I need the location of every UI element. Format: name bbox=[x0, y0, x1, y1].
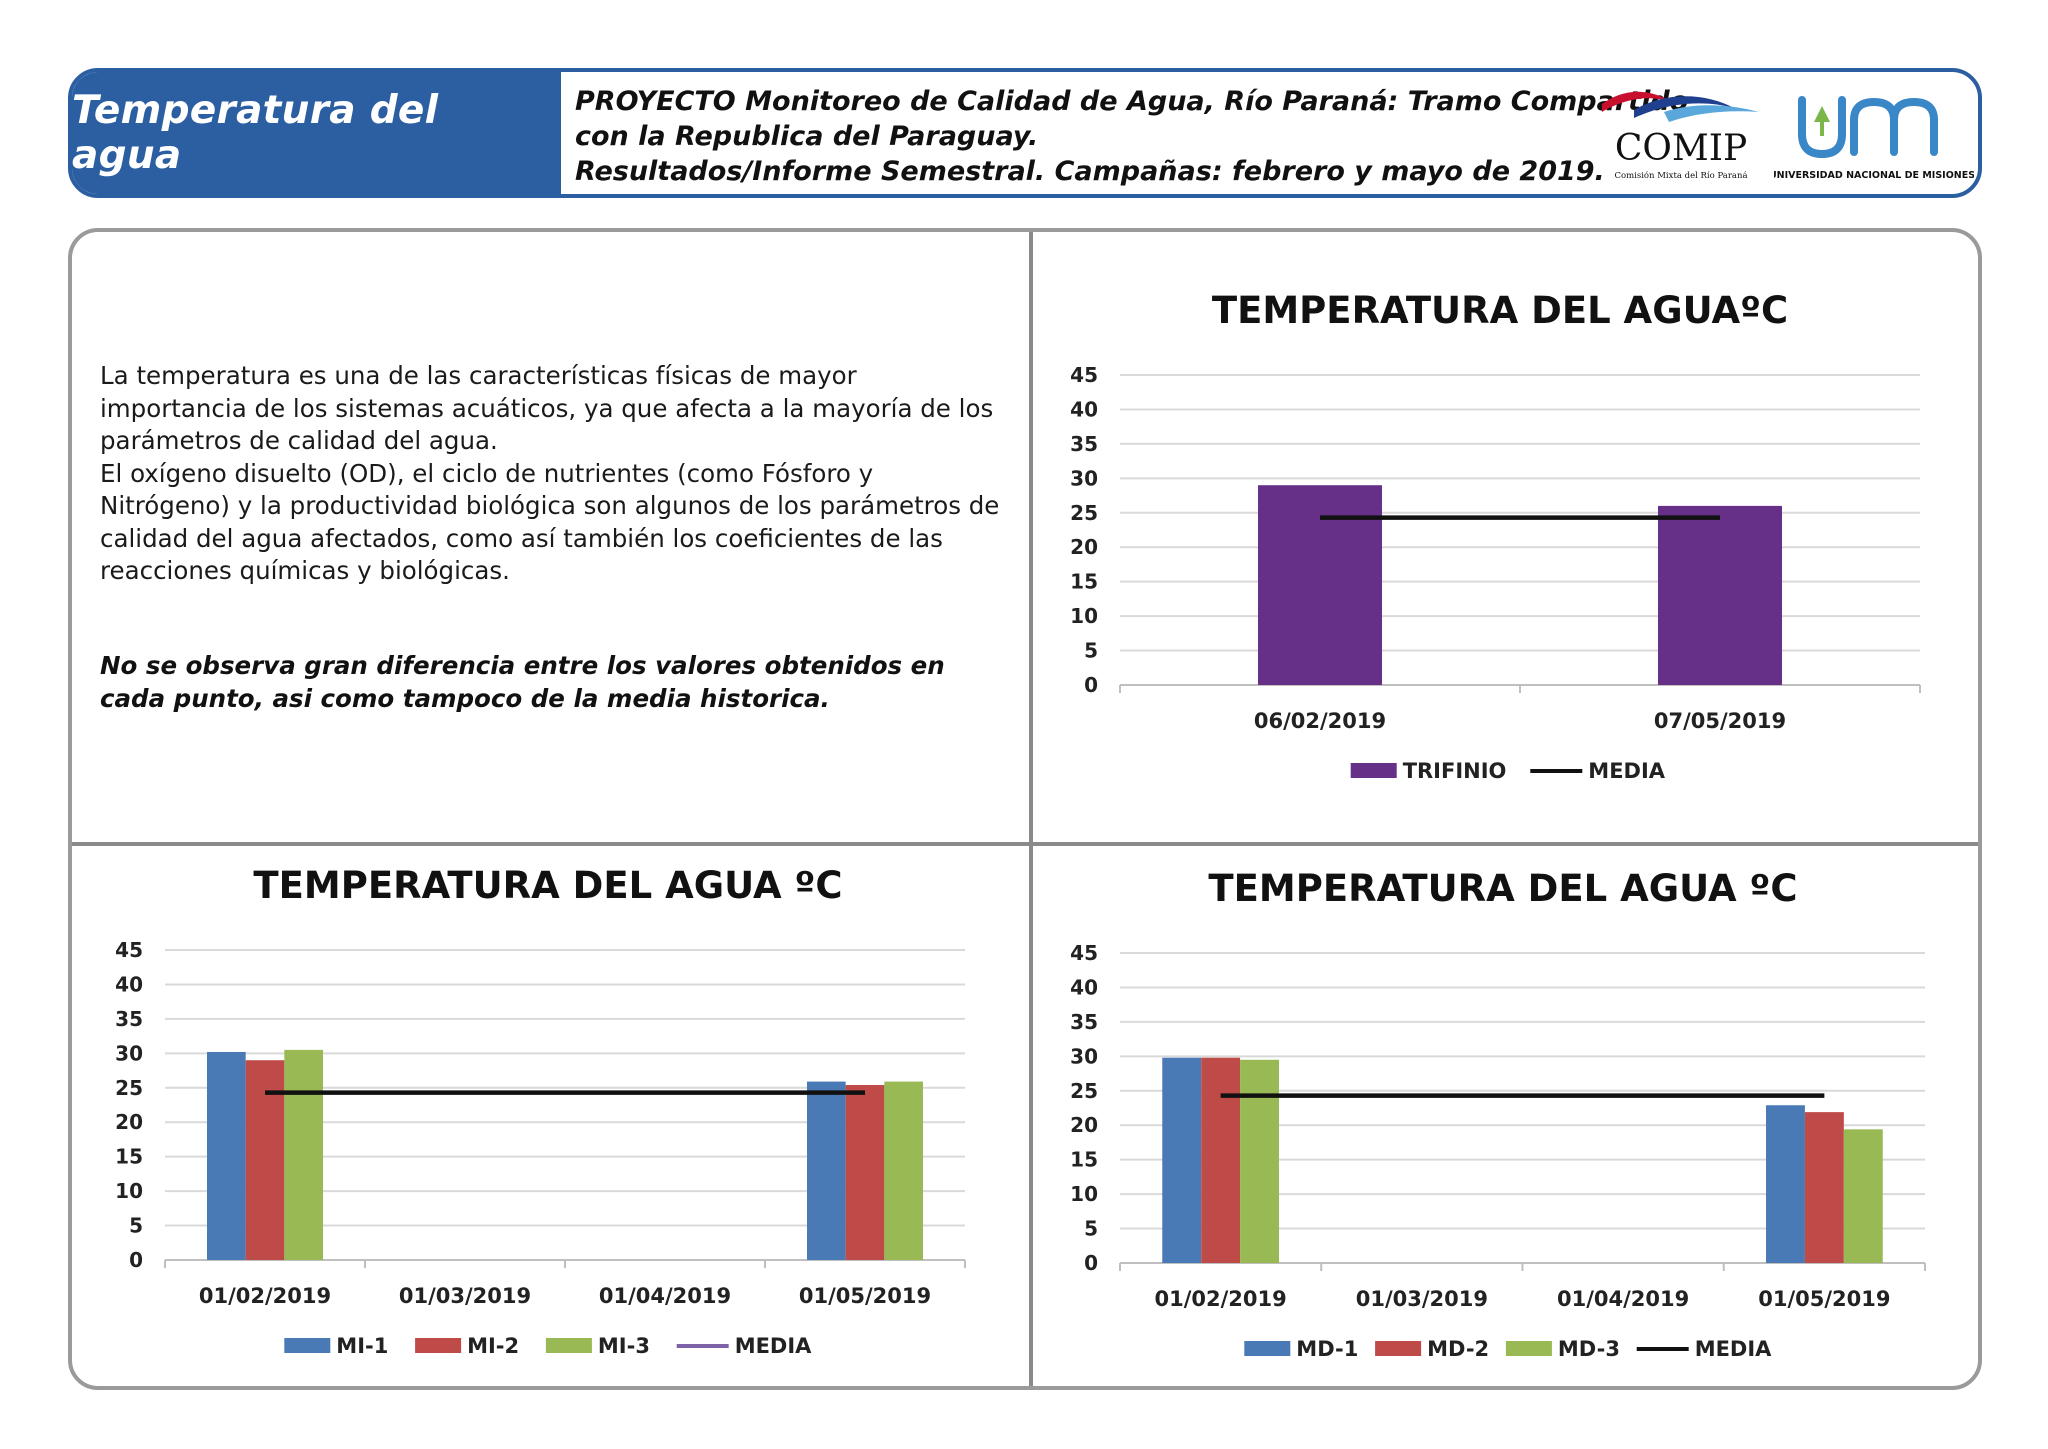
legend-swatch bbox=[1350, 763, 1397, 778]
bar bbox=[1258, 485, 1382, 685]
y-tick-label: 0 bbox=[129, 1248, 143, 1272]
y-tick-label: 45 bbox=[1070, 363, 1098, 387]
y-tick-label: 0 bbox=[1084, 673, 1098, 697]
x-tick-label: 01/03/2019 bbox=[399, 1284, 531, 1308]
chart-title: TEMPERATURA DEL AGUAºC bbox=[1212, 289, 1788, 332]
header-title-band: Temperatura del agua bbox=[72, 72, 561, 194]
y-tick-label: 10 bbox=[1070, 604, 1098, 628]
bar bbox=[1804, 1112, 1844, 1263]
bar bbox=[1240, 1059, 1279, 1263]
project-line: con la Republica del Paraguay. bbox=[575, 121, 1039, 152]
y-tick-label: 30 bbox=[1070, 1044, 1098, 1068]
legend-label: MI-1 bbox=[336, 1334, 388, 1358]
conclusion-text: No se observa gran diferencia entre los … bbox=[100, 651, 945, 713]
legend-label: MEDIA bbox=[1588, 759, 1665, 783]
y-tick-label: 20 bbox=[115, 1110, 143, 1134]
bar bbox=[207, 1051, 246, 1260]
y-tick-label: 15 bbox=[1070, 570, 1098, 594]
description-paragraph: La temperatura es una de las característ… bbox=[100, 361, 994, 455]
x-tick-label: 01/04/2019 bbox=[1557, 1287, 1689, 1311]
chart-mi: TEMPERATURA DEL AGUA ºC 0 5 10 15 20 25 30 35 40 4… bbox=[80, 845, 1000, 1375]
legend-swatch bbox=[1244, 1341, 1291, 1356]
y-tick-label: 5 bbox=[1084, 1217, 1098, 1241]
y-tick-label: 40 bbox=[1070, 975, 1098, 999]
x-tick-label: 01/05/2019 bbox=[799, 1284, 931, 1308]
y-tick-label: 20 bbox=[1070, 535, 1098, 559]
bar bbox=[1162, 1057, 1202, 1263]
legend-swatch bbox=[284, 1338, 331, 1353]
y-tick-label: 35 bbox=[1070, 432, 1098, 456]
y-tick-label: 10 bbox=[115, 1179, 143, 1203]
x-tick-label: 01/05/2019 bbox=[1758, 1287, 1890, 1311]
legend-label: MEDIA bbox=[735, 1334, 812, 1358]
chart-trifinio: TEMPERATURA DEL AGUAºC 0 5 10 15 20 25 30 35 40 45… bbox=[1040, 270, 1960, 800]
bar bbox=[1658, 505, 1782, 685]
y-tick-label: 35 bbox=[1070, 1010, 1098, 1034]
x-tick-label: 01/02/2019 bbox=[199, 1284, 331, 1308]
legend-swatch bbox=[415, 1338, 462, 1353]
bar bbox=[845, 1085, 885, 1260]
chart-svg: TEMPERATURA DEL AGUA ºC 0 5 10 15 20 25 30 35 40 4… bbox=[1070, 867, 1926, 1361]
chart-md: TEMPERATURA DEL AGUA ºC 0 5 10 15 20 25 30 35 40 4… bbox=[1040, 848, 1960, 1378]
legend-label: TRIFINIO bbox=[1403, 759, 1507, 783]
y-tick-label: 20 bbox=[1070, 1113, 1098, 1137]
project-line: PROYECTO Monitoreo de Calidad de Agua, R… bbox=[575, 86, 1689, 117]
description-paragraph: El oxígeno disuelto (OD), el ciclo de nu… bbox=[100, 458, 1000, 586]
horizontal-divider bbox=[72, 842, 1978, 846]
y-tick-label: 45 bbox=[1070, 941, 1098, 965]
y-tick-label: 40 bbox=[115, 972, 143, 996]
unam-logo: UNIVERSIDAD NACIONAL DE MISIONES bbox=[1769, 82, 1975, 192]
report-header: Temperatura del agua PROYECTO Monitoreo … bbox=[68, 68, 1982, 198]
bar bbox=[1766, 1105, 1805, 1263]
x-tick-label: 06/02/2019 bbox=[1254, 709, 1386, 733]
bar bbox=[245, 1060, 285, 1260]
y-tick-label: 5 bbox=[1084, 639, 1098, 663]
legend-label: MD-1 bbox=[1296, 1337, 1358, 1361]
legend-label: MI-3 bbox=[598, 1334, 650, 1358]
y-tick-label: 10 bbox=[1070, 1182, 1098, 1206]
y-tick-label: 15 bbox=[115, 1145, 143, 1169]
x-tick-label: 01/04/2019 bbox=[599, 1284, 731, 1308]
legend-label: MD-2 bbox=[1427, 1337, 1489, 1361]
bar bbox=[1843, 1129, 1883, 1263]
content-panel bbox=[68, 228, 1982, 1390]
page-title: Temperatura del agua bbox=[72, 88, 439, 178]
y-tick-label: 0 bbox=[1084, 1251, 1098, 1275]
y-tick-label: 25 bbox=[1070, 501, 1098, 525]
bar bbox=[884, 1081, 923, 1260]
legend-label: MD-3 bbox=[1558, 1337, 1620, 1361]
legend-swatch bbox=[1375, 1341, 1422, 1356]
chart-title: TEMPERATURA DEL AGUA ºC bbox=[253, 864, 842, 907]
y-tick-label: 30 bbox=[115, 1041, 143, 1065]
unam-logo-subtitle: UNIVERSIDAD NACIONAL DE MISIONES bbox=[1774, 170, 1974, 181]
y-tick-label: 15 bbox=[1070, 1148, 1098, 1172]
bar bbox=[1201, 1057, 1241, 1263]
comip-logo: COMIP Comisión Mixta del Río Paraná bbox=[1594, 82, 1769, 192]
y-tick-label: 40 bbox=[1070, 397, 1098, 421]
project-line: Resultados/Informe Semestral. Campañas: … bbox=[575, 156, 1605, 187]
legend-label: MI-2 bbox=[467, 1334, 519, 1358]
chart-svg: TEMPERATURA DEL AGUA ºC 0 5 10 15 20 25 30 35 40 4… bbox=[115, 864, 966, 1358]
vertical-divider bbox=[1029, 232, 1033, 1386]
y-tick-label: 30 bbox=[1070, 466, 1098, 490]
legend-swatch bbox=[1505, 1341, 1552, 1356]
y-tick-label: 25 bbox=[1070, 1079, 1098, 1103]
chart-title: TEMPERATURA DEL AGUA ºC bbox=[1208, 867, 1797, 910]
project-description: PROYECTO Monitoreo de Calidad de Agua, R… bbox=[575, 84, 1689, 189]
legend-label: MEDIA bbox=[1695, 1337, 1772, 1361]
y-tick-label: 5 bbox=[129, 1214, 143, 1238]
y-tick-label: 45 bbox=[115, 938, 143, 962]
comip-logo-name: COMIP bbox=[1615, 128, 1747, 169]
bar bbox=[284, 1049, 323, 1260]
y-tick-label: 35 bbox=[115, 1007, 143, 1031]
description-text: La temperatura es una de las característ… bbox=[100, 360, 1010, 588]
y-tick-label: 25 bbox=[115, 1076, 143, 1100]
x-tick-label: 07/05/2019 bbox=[1654, 709, 1786, 733]
chart-svg: TEMPERATURA DEL AGUAºC 0 5 10 15 20 25 30 35 40 45… bbox=[1070, 289, 1921, 783]
bar bbox=[807, 1081, 846, 1260]
comip-logo-subtitle: Comisión Mixta del Río Paraná bbox=[1614, 170, 1747, 181]
legend-swatch bbox=[545, 1338, 592, 1353]
x-tick-label: 01/02/2019 bbox=[1155, 1287, 1287, 1311]
x-tick-label: 01/03/2019 bbox=[1356, 1287, 1488, 1311]
